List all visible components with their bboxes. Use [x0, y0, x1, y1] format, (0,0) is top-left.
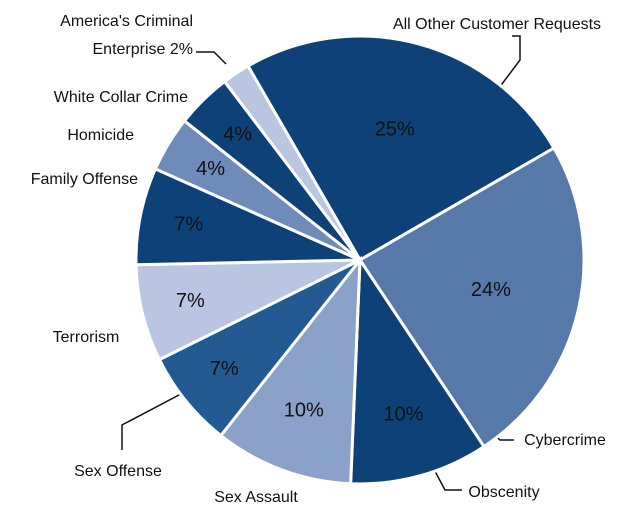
pie-slice	[245, 34, 557, 263]
pie-slice	[218, 255, 362, 486]
category-name: America's Criminal Enterprise	[60, 13, 193, 58]
value-label: 7%	[210, 358, 239, 380]
value-label: 24%	[471, 279, 511, 301]
value-label: 10%	[383, 404, 423, 426]
category-label: Sex Assault	[214, 489, 298, 506]
leader-line	[196, 51, 227, 65]
value-label: 4%	[223, 123, 252, 145]
category-label: Sex Offense	[74, 463, 162, 480]
value-label: 2%	[169, 41, 193, 58]
category-label: All Other Customer Requests	[393, 16, 601, 33]
value-label: 10%	[284, 399, 324, 421]
category-label: Terrorism	[53, 329, 120, 346]
category-label: Homicide	[67, 127, 134, 144]
value-label: 25%	[375, 118, 415, 140]
category-label: Family Offense	[31, 171, 138, 188]
value-label: 7%	[174, 214, 203, 236]
category-label: Cybercrime	[524, 432, 606, 449]
category-label: White Collar Crime	[54, 89, 188, 106]
leader-lines	[121, 35, 521, 491]
leader-line	[121, 385, 197, 450]
leader-line	[489, 35, 521, 101]
category-label: America's Criminal Enterprise 2%	[3, 8, 193, 64]
pie-slice	[357, 145, 586, 449]
value-label: 4%	[196, 158, 225, 180]
pie-slice	[222, 63, 362, 261]
value-label: 7%	[176, 290, 205, 312]
category-label: Obscenity	[468, 484, 539, 501]
pie-slice	[349, 255, 487, 486]
